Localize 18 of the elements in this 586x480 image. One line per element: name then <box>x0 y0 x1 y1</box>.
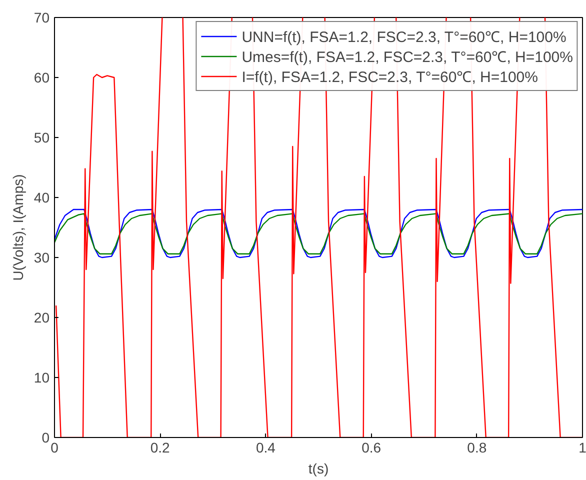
y-tick-label: 0 <box>42 430 50 446</box>
legend-label: Umes=f(t), FSA=1.2, FSC=2.3, T°=60℃, H=100% <box>242 48 573 66</box>
y-tick-label: 10 <box>34 370 50 386</box>
y-tick-label: 40 <box>34 190 50 206</box>
x-tick-label: 0.2 <box>150 440 170 456</box>
legend-label: I=f(t), FSA=1.2, FSC=2.3, T°=60℃, H=100% <box>242 68 538 86</box>
x-tick-label: 1 <box>578 440 586 456</box>
y-tick-label: 50 <box>34 130 50 146</box>
y-tick-label: 70 <box>34 10 50 26</box>
legend-label: UNN=f(t), FSA=1.2, FSC=2.3, T°=60℃, H=100% <box>242 28 566 46</box>
y-axis-title: U(Volts), I(Amps) <box>10 174 26 281</box>
y-tick-label: 20 <box>34 310 50 326</box>
x-tick-label: 0.8 <box>467 440 487 456</box>
x-tick-label: 0.6 <box>362 440 382 456</box>
x-tick-label: 0.4 <box>256 440 276 456</box>
y-tick-label: 30 <box>34 250 50 266</box>
x-axis-title: t(s) <box>308 460 329 476</box>
y-tick-label: 60 <box>34 70 50 86</box>
